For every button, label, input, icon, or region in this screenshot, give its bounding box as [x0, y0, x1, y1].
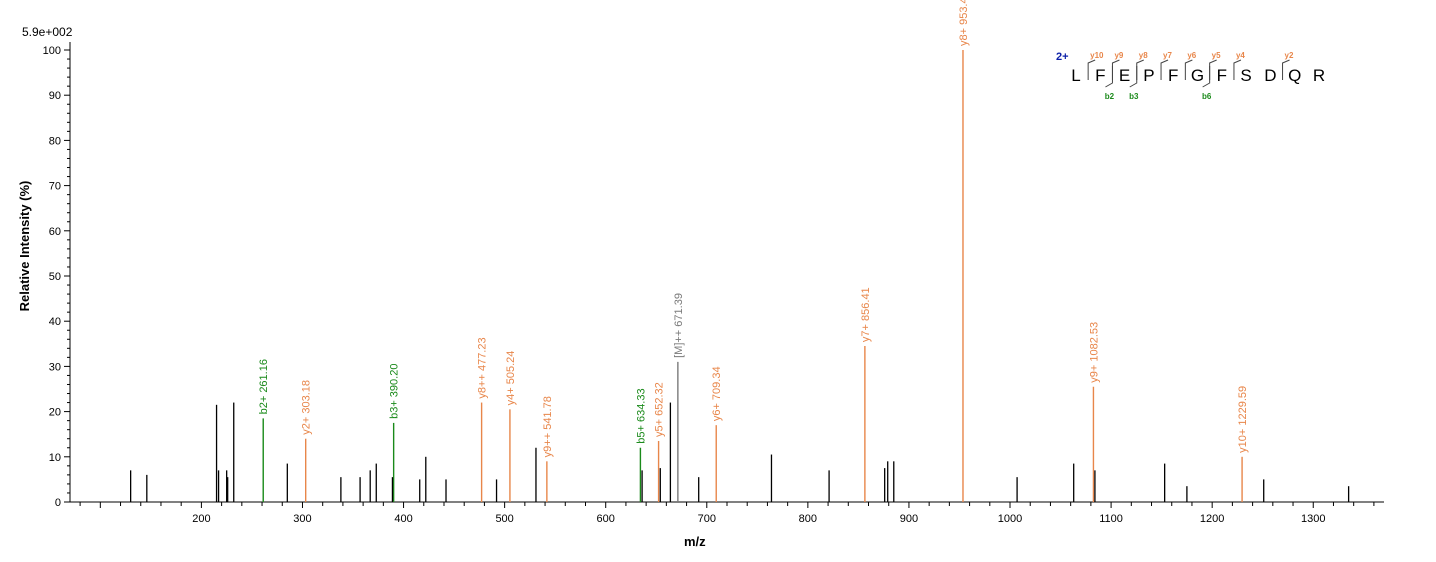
b-fragment-label: b3 — [1129, 92, 1139, 101]
b-cleavage-mark — [1129, 66, 1138, 88]
x-tick-label: 300 — [293, 513, 311, 525]
peak-label: y8++ 477.23 — [477, 337, 489, 398]
x-tick-label: 1200 — [1200, 513, 1224, 525]
peak-label: y2+ 303.18 — [301, 380, 313, 435]
residue: D — [1264, 66, 1276, 85]
b-fragment-label: b2 — [1105, 92, 1115, 101]
x-tick-label: 1300 — [1301, 513, 1325, 525]
peak-label: y10+ 1229.59 — [1237, 386, 1249, 453]
axes: 200 300 400 500 600 700 800 900 1000 1100 1200 1300… — [43, 42, 1384, 525]
x-tick-label: 500 — [495, 513, 513, 525]
residue: F — [1168, 66, 1178, 85]
y-cleavage-mark — [1233, 59, 1242, 80]
y-fragment-label: y4 — [1236, 51, 1245, 60]
residue: R — [1313, 66, 1325, 85]
y-cleavage-mark — [1209, 59, 1217, 80]
residue: L — [1071, 66, 1080, 85]
y-axis-label: Relative Intensity (%) — [17, 181, 32, 312]
x-tick-label: 1000 — [998, 513, 1022, 525]
peaks — [129, 50, 1350, 502]
y-tick-label: 30 — [49, 361, 61, 373]
residue: Q — [1288, 66, 1301, 85]
y-fragment-label: y2 — [1285, 51, 1294, 60]
y-tick-label: 0 — [55, 497, 61, 509]
x-tick-label: 800 — [799, 513, 817, 525]
x-tick-label: 1100 — [1099, 513, 1123, 525]
y-tick-label: 50 — [49, 271, 61, 283]
x-tick-label: 400 — [394, 513, 412, 525]
b-cleavage-mark — [1105, 66, 1113, 88]
peak-label: y9+ 1082.53 — [1088, 322, 1100, 383]
peak-label: b2+ 261.16 — [258, 359, 270, 414]
y-tick-label: 80 — [49, 135, 61, 147]
y-fragment-label: y6 — [1187, 51, 1196, 60]
residue: P — [1143, 66, 1154, 85]
peak-label: y7+ 856.41 — [860, 287, 872, 342]
peak-label: b3+ 390.20 — [389, 364, 401, 419]
residue: F — [1217, 66, 1227, 85]
peak-labels: b2+ 261.16 y2+ 303.18 b3+ 390.20 y8++ 477.2… — [258, 0, 1249, 457]
y-cleavage-mark — [1282, 59, 1290, 80]
x-tick-label: 600 — [597, 513, 615, 525]
y-fragment-label: y9 — [1114, 51, 1123, 60]
b-cleavage-mark — [1202, 66, 1211, 88]
x-axis-label: m/z — [684, 534, 706, 549]
x-tick-label: 200 — [192, 513, 210, 525]
peak-label: y8+ 953.47 — [958, 0, 970, 46]
peak-label: y5+ 652.32 — [654, 382, 666, 437]
peak-label: y6+ 709.34 — [711, 366, 723, 421]
y-tick-label: 90 — [49, 90, 61, 102]
b-fragment-label: b6 — [1202, 92, 1212, 101]
y-tick-label: 100 — [43, 45, 61, 57]
x-tick-label: 900 — [900, 513, 918, 525]
y-tick-label: 40 — [49, 316, 61, 328]
y-tick-label: 60 — [49, 226, 61, 238]
max-intensity-label: 5.9e+002 — [22, 25, 73, 39]
charge-state: 2+ — [1056, 51, 1069, 63]
peak-label: y4+ 505.24 — [505, 351, 517, 406]
residue: G — [1191, 66, 1204, 85]
y-tick-label: 70 — [49, 181, 61, 193]
residue: S — [1240, 66, 1251, 85]
residue: E — [1119, 66, 1130, 85]
y-fragment-label: y8 — [1139, 51, 1148, 60]
y-tick-label: 20 — [49, 407, 61, 419]
y-tick-label: 10 — [49, 452, 61, 464]
peak-label: [M]++ 671.39 — [673, 293, 685, 358]
peak-label: y9++ 541.78 — [542, 396, 554, 457]
x-tick-label: 700 — [698, 513, 716, 525]
residue: F — [1095, 66, 1105, 85]
y-cleavage-mark — [1160, 59, 1169, 80]
y-fragment-label: y10 — [1090, 51, 1104, 60]
peak-label: b5+ 634.33 — [635, 388, 647, 443]
y-cleavage-mark — [1184, 59, 1193, 80]
y-fragment-label: y7 — [1163, 51, 1172, 60]
y-fragment-label: y5 — [1212, 51, 1221, 60]
y-cleavage-mark — [1087, 59, 1096, 80]
